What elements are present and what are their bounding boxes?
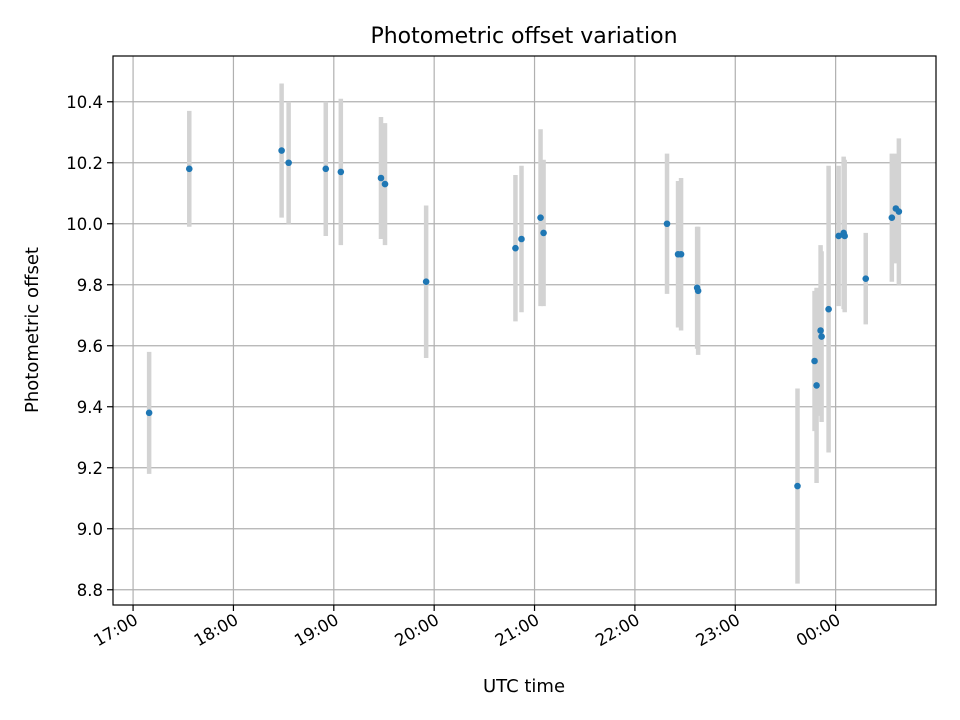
errorbar-layer — [146, 83, 902, 584]
x-tick-label: 21:00 — [492, 610, 543, 650]
x-tick-label: 20:00 — [391, 610, 442, 650]
data-point — [322, 165, 330, 173]
y-tick-label: 10.4 — [66, 93, 103, 112]
data-point — [512, 244, 519, 252]
chart-title: Photometric offset variation — [370, 24, 677, 49]
y-tick-label: 8.8 — [77, 581, 103, 600]
data-point — [285, 159, 292, 167]
data-point — [694, 287, 702, 295]
data-point — [377, 174, 385, 182]
y-axis-label: Photometric offset — [22, 247, 43, 413]
y-tick-label: 10.0 — [66, 215, 103, 234]
data-point — [825, 305, 832, 313]
x-tick-label: 18:00 — [191, 610, 242, 650]
data-point — [540, 229, 547, 237]
data-point — [185, 165, 193, 173]
data-point — [278, 147, 285, 154]
y-tick-label: 9.0 — [77, 520, 103, 539]
x-tick-label: 22:00 — [592, 610, 643, 650]
y-axis-ticks: 8.8 9.0 9.2 9.4 9.6 9.8 10.0 10.2 10.4 — [66, 93, 113, 600]
data-point — [145, 409, 153, 417]
data-point — [888, 214, 896, 221]
y-tick-label: 9.4 — [77, 398, 103, 417]
data-point — [835, 232, 842, 240]
x-axis-label: UTC time — [483, 676, 565, 697]
plot-frame — [112, 55, 937, 606]
grid-layer — [113, 56, 936, 605]
data-point — [794, 482, 801, 490]
data-point — [537, 214, 544, 221]
x-axis-ticks: 17:00 18:00 19:00 20:00 21:00 22:00 23:00 00:00 — [90, 605, 844, 650]
data-point — [841, 232, 848, 240]
data-point — [895, 208, 903, 215]
data-point — [862, 275, 870, 282]
data-point — [337, 168, 345, 176]
data-point — [818, 333, 825, 340]
data-point — [811, 357, 818, 365]
y-tick-label: 10.2 — [66, 154, 103, 173]
data-point — [663, 220, 671, 228]
x-tick-label: 19:00 — [291, 610, 342, 650]
x-tick-label: 17:00 — [90, 610, 141, 650]
point-layer — [145, 147, 903, 490]
x-tick-label: 23:00 — [693, 610, 744, 650]
y-tick-label: 9.6 — [77, 337, 103, 356]
data-point — [813, 382, 820, 389]
data-point — [518, 235, 525, 243]
data-point — [677, 250, 685, 258]
y-tick-label: 9.2 — [77, 459, 103, 478]
y-tick-label: 9.8 — [77, 276, 103, 295]
x-tick-label: 00:00 — [793, 610, 844, 650]
data-point — [817, 327, 824, 334]
data-point — [381, 180, 389, 188]
data-point — [422, 278, 430, 286]
